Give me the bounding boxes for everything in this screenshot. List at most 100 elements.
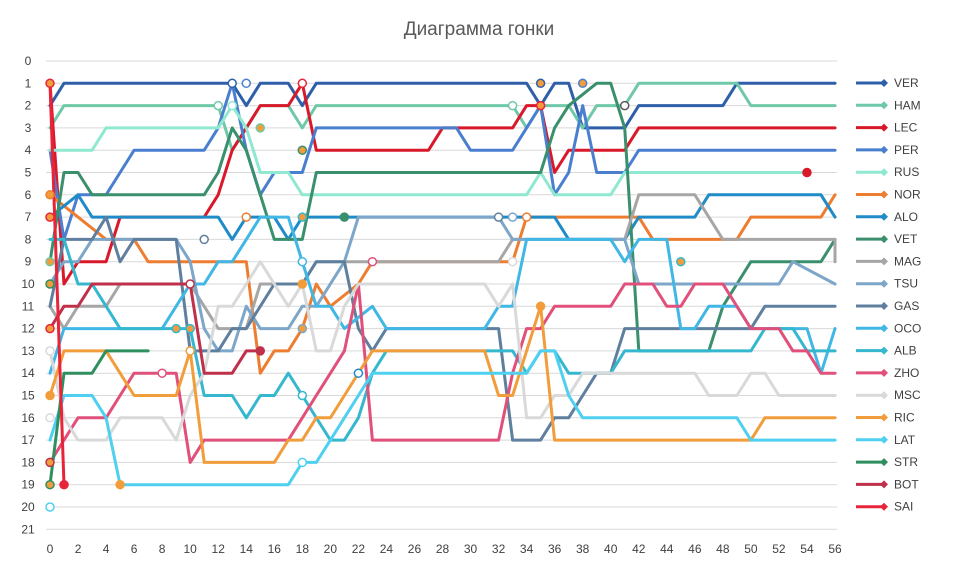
series-lines [48,81,837,487]
pit-marker-17 [185,279,195,289]
series-line-rus [48,104,809,197]
pit-marker-27 [297,78,308,89]
pit-marker-31 [297,279,308,289]
pit-marker-1 [45,323,55,334]
legend-marker-zho [880,368,888,377]
pit-marker-6 [45,479,55,490]
y-tick-label: 2 [25,99,32,113]
legend-label-rus: RUS [894,165,919,179]
legend-marker-lat [880,435,888,444]
x-tick-label: 24 [380,542,394,556]
pit-marker-13 [115,479,125,490]
pit-marker-30 [297,256,308,267]
y-tick-label: 16 [21,411,35,425]
series-line-per [48,81,837,241]
legend-label-oco: OCO [894,321,921,335]
legend-label-str: STR [894,455,918,469]
pit-marker-0 [45,78,55,89]
legend-marker-mag [880,257,888,266]
legend-marker-str [880,458,888,467]
pit-marker-22 [227,100,237,111]
series-line-lec [48,81,837,286]
legend-label-ham: HAM [894,98,921,112]
pit-marker-14 [157,368,167,378]
legend-marker-tsu [880,279,888,288]
pit-marker-42 [521,212,532,222]
series-line-alb [48,237,837,442]
pit-marker-34 [297,457,308,468]
pit-marker-33 [297,390,308,401]
x-tick-label: 6 [131,542,138,556]
legend-marker-alb [880,346,888,355]
legend-marker-lec [880,123,888,132]
pit-marker-5 [45,279,55,289]
x-tick-label: 48 [716,542,730,556]
pit-marker-8 [45,413,55,423]
x-tick-label: 34 [520,542,534,556]
x-tick-label: 40 [604,542,618,556]
x-tick-label: 46 [688,542,702,556]
pit-marker-38 [493,212,504,222]
x-tick-label: 22 [352,542,366,556]
legend-marker-alo [880,212,888,221]
legend-label-bot: BOT [894,477,919,491]
pit-marker-25 [255,123,266,133]
pit-marker-12 [59,479,69,490]
x-tick-label: 4 [103,542,110,556]
legend-marker-gas [880,302,888,310]
x-tick-label: 12 [212,542,226,556]
legend-label-per: PER [894,143,919,157]
y-tick-label: 12 [21,322,35,336]
y-tick-label: 11 [22,299,35,313]
y-tick-label: 18 [21,455,35,469]
x-tick-label: 32 [492,542,506,556]
series-line-sai [48,81,66,487]
pit-marker-4 [45,256,55,267]
pit-marker-46 [577,78,588,89]
x-tick-label: 56 [828,542,842,556]
legend-label-mag: MAG [894,254,921,268]
pit-marker-41 [507,100,518,111]
pit-marker-36 [353,368,364,378]
chart-title: Диаграмма гонки [404,19,555,40]
legend-label-alb: ALB [894,344,917,358]
pit-marker-44 [535,100,546,111]
x-axis-ticks: 0 2 4 6 8 10 12 14 16 18 20 22 24 26 28 30 32 34 36 38 40 42 4… [47,542,842,556]
y-tick-label: 21 [21,522,35,536]
y-tick-label: 5 [25,166,32,180]
pit-marker-16 [185,323,195,334]
legend-marker-ver [880,79,888,87]
y-tick-label: 0 [25,54,32,68]
y-tick-label: 13 [21,344,35,358]
y-tick-label: 17 [21,433,35,447]
legend-marker-vet [880,235,888,244]
x-tick-label: 20 [324,542,338,556]
y-tick-label: 19 [21,478,35,492]
x-tick-label: 10 [183,542,197,556]
legend-label-msc: MSC [894,388,921,402]
pit-marker-3 [45,457,55,468]
legend-label-lec: LEC [894,121,918,135]
legend-marker-nor [880,190,888,199]
y-tick-label: 3 [25,121,32,135]
series-line-lat [48,349,837,487]
series-line-msc [48,260,837,442]
legend-marker-rus [880,168,888,177]
x-tick-label: 36 [548,542,562,556]
y-tick-label: 14 [21,366,35,380]
y-tick-label: 15 [21,389,35,403]
legend-marker-sai [880,502,888,511]
series-line-ric [48,304,837,464]
legend-label-ver: VER [894,76,919,90]
x-tick-label: 42 [632,542,646,556]
series-line-ham [48,81,837,152]
legend-marker-bot [880,480,888,489]
pit-marker-48 [676,256,686,267]
legend-label-gas: GAS [894,299,919,313]
pit-marker-19 [199,234,209,245]
pit-marker-37 [367,256,378,267]
pit-marker-20 [213,100,223,111]
pit-marker-26 [255,346,266,356]
